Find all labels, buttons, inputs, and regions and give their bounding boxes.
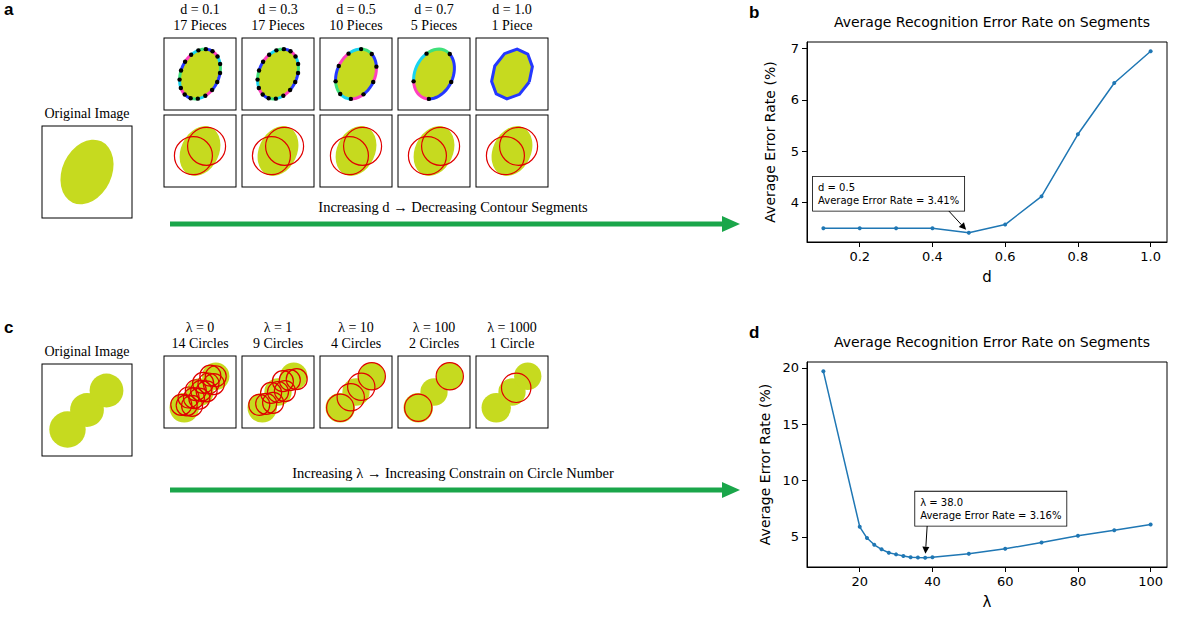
svg-text:b: b [749, 3, 759, 22]
svg-text:a: a [4, 0, 14, 19]
svg-text:5: 5 [791, 144, 799, 159]
svg-text:14 Circles: 14 Circles [171, 336, 228, 351]
svg-text:d = 0.5: d = 0.5 [818, 182, 855, 193]
svg-text:100: 100 [1138, 574, 1163, 589]
svg-text:0.4: 0.4 [922, 249, 943, 264]
svg-text:2 Circles: 2 Circles [409, 336, 459, 351]
svg-text:9 Circles: 9 Circles [253, 336, 303, 351]
svg-text:λ: λ [983, 593, 992, 611]
svg-text:6: 6 [791, 92, 799, 107]
svg-text:1.0: 1.0 [1140, 249, 1161, 264]
svg-text:60: 60 [997, 574, 1014, 589]
svg-text:λ = 1: λ = 1 [264, 320, 293, 335]
svg-text:0.2: 0.2 [849, 249, 870, 264]
svg-text:c: c [4, 318, 13, 337]
svg-text:Increasing λ → Increasing Cons: Increasing λ → Increasing Constrain on C… [292, 465, 614, 481]
svg-text:d = 0.1: d = 0.1 [180, 2, 219, 17]
svg-text:40: 40 [924, 574, 941, 589]
svg-text:d = 1.0: d = 1.0 [492, 2, 531, 17]
svg-text:Average Error Rate (%): Average Error Rate (%) [757, 384, 773, 545]
svg-text:0.6: 0.6 [995, 249, 1016, 264]
svg-text:1 Piece: 1 Piece [492, 18, 533, 33]
svg-text:λ = 10: λ = 10 [338, 320, 374, 335]
svg-text:10 Pieces: 10 Pieces [329, 18, 382, 33]
svg-text:λ = 100: λ = 100 [413, 320, 456, 335]
svg-text:Average Recognition Error Rate: Average Recognition Error Rate on Segmen… [834, 334, 1150, 350]
svg-text:d = 0.3: d = 0.3 [258, 2, 297, 17]
svg-text:Original Image: Original Image [44, 344, 129, 359]
svg-text:d: d [749, 323, 759, 342]
svg-text:λ = 1000: λ = 1000 [487, 320, 537, 335]
svg-text:Average Error Rate = 3.16%: Average Error Rate = 3.16% [920, 510, 1061, 521]
svg-text:Average Error Rate (%): Average Error Rate (%) [762, 61, 778, 222]
svg-text:0.8: 0.8 [1068, 249, 1089, 264]
svg-text:Increasing d → Decreasing Cont: Increasing d → Decreasing Contour Segmen… [318, 199, 588, 215]
svg-text:Average Error Rate = 3.41%: Average Error Rate = 3.41% [818, 195, 959, 206]
svg-text:1 Circle: 1 Circle [490, 336, 535, 351]
svg-text:Average Recognition Error Rate: Average Recognition Error Rate on Segmen… [834, 14, 1150, 30]
svg-text:λ = 38.0: λ = 38.0 [920, 497, 963, 508]
svg-text:20: 20 [782, 360, 799, 375]
svg-text:17 Pieces: 17 Pieces [173, 18, 226, 33]
svg-text:Original Image: Original Image [44, 106, 129, 121]
svg-text:80: 80 [1070, 574, 1087, 589]
svg-text:4: 4 [791, 195, 799, 210]
svg-text:5: 5 [791, 529, 799, 544]
svg-text:5 Pieces: 5 Pieces [411, 18, 457, 33]
svg-text:10: 10 [782, 473, 799, 488]
svg-text:15: 15 [782, 417, 799, 432]
svg-text:d = 0.5: d = 0.5 [336, 2, 375, 17]
svg-text:20: 20 [851, 574, 868, 589]
svg-text:17 Pieces: 17 Pieces [251, 18, 304, 33]
svg-text:d: d [982, 268, 992, 286]
svg-text:λ = 0: λ = 0 [186, 320, 215, 335]
svg-text:d = 0.7: d = 0.7 [414, 2, 453, 17]
svg-text:4 Circles: 4 Circles [331, 336, 381, 351]
svg-text:7: 7 [791, 41, 799, 56]
